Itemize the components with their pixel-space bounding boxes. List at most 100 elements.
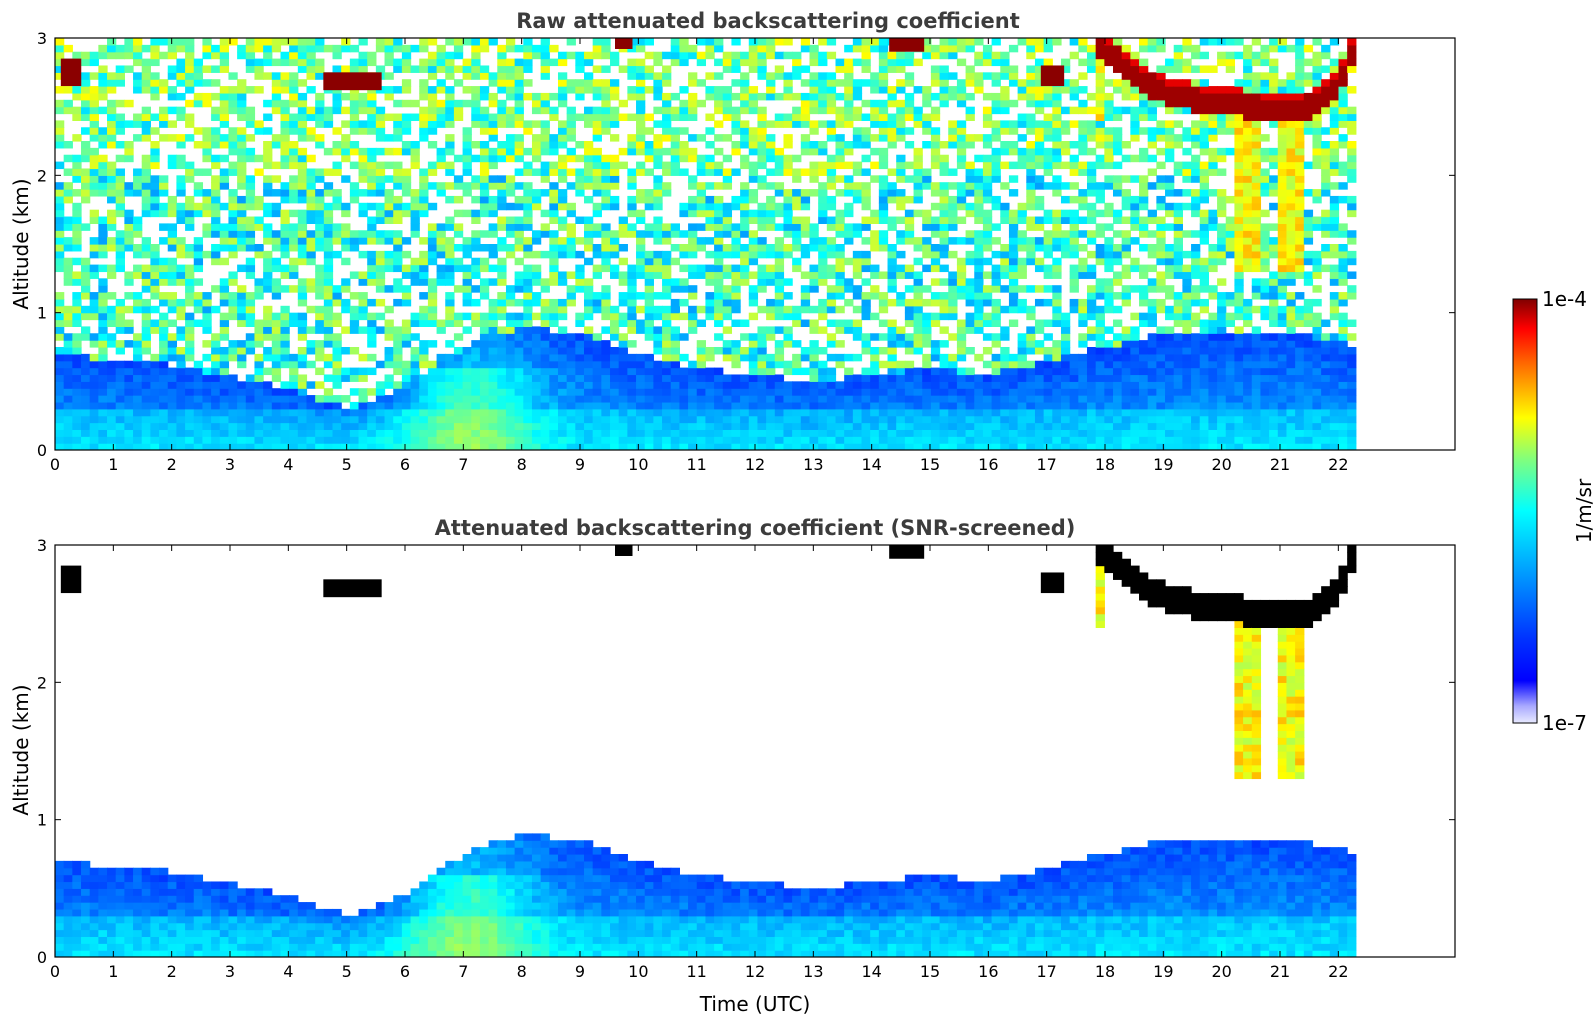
heatmap-cell: [124, 189, 134, 197]
heatmap-cell: [670, 127, 680, 135]
heatmap-cell: [523, 278, 533, 286]
heatmap-cell: [453, 347, 464, 355]
heatmap-cell: [974, 79, 984, 87]
heatmap-cell: [150, 292, 160, 300]
heatmap-cell: [601, 429, 611, 437]
heatmap-cell: [271, 443, 282, 450]
heatmap-cell: [1000, 257, 1010, 266]
heatmap-cell: [584, 415, 594, 424]
heatmap-cell: [601, 244, 611, 252]
heatmap-cell: [479, 154, 490, 163]
heatmap-cell: [185, 202, 195, 211]
heatmap-cell: [913, 195, 923, 204]
heatmap-cell: [896, 79, 906, 87]
heatmap-cell: [1026, 127, 1036, 135]
heatmap-cell: [419, 127, 429, 135]
heatmap-cell: [601, 367, 611, 376]
heatmap-cell: [323, 340, 334, 348]
heatmap-cell: [1000, 422, 1010, 430]
heatmap-cell: [263, 408, 273, 417]
heatmap-cell: [610, 202, 620, 211]
heatmap-cell: [514, 182, 524, 190]
heatmap-cell: [974, 388, 984, 396]
heatmap-cell: [1043, 381, 1053, 389]
heatmap-cell: [237, 408, 247, 417]
heatmap-cell: [228, 422, 238, 430]
heatmap-cell: [289, 154, 299, 163]
heatmap-cell: [566, 333, 576, 341]
heatmap-cell: [1043, 134, 1053, 142]
heatmap-cell: [505, 92, 516, 101]
heatmap-cell: [705, 347, 715, 355]
heatmap-cell: [315, 340, 325, 348]
heatmap-cell: [254, 278, 264, 286]
heatmap-cell: [930, 92, 941, 101]
heatmap-cell: [1034, 340, 1045, 348]
heatmap-cell: [636, 429, 646, 437]
heatmap-cell: [523, 271, 533, 279]
heatmap-cell: [176, 237, 186, 245]
heatmap-cell: [835, 436, 845, 444]
heatmap-cell: [844, 161, 854, 170]
heatmap-cell: [289, 264, 299, 273]
heatmap-cell: [766, 367, 776, 376]
heatmap-cell: [202, 408, 212, 417]
heatmap-cell: [280, 161, 290, 170]
heatmap-cell: [323, 422, 334, 430]
heatmap-cell: [653, 436, 663, 444]
heatmap-cell: [696, 367, 707, 376]
heatmap-cell: [531, 99, 542, 108]
heatmap-cell: [653, 250, 663, 259]
heatmap-cell: [115, 250, 125, 259]
heatmap-cell: [523, 422, 533, 430]
heatmap-cell: [870, 175, 880, 183]
heatmap-cell: [211, 250, 221, 259]
heatmap-cell: [870, 429, 880, 437]
heatmap-cell: [150, 388, 160, 396]
heatmap-cell: [766, 147, 776, 156]
heatmap-cell: [159, 347, 169, 355]
heatmap-cell: [852, 443, 863, 450]
heatmap-cell: [419, 113, 429, 121]
heatmap-cell: [176, 422, 186, 430]
heatmap-cell: [479, 182, 490, 190]
heatmap-cell: [956, 154, 967, 163]
heatmap-cell: [107, 38, 117, 46]
heatmap-cell: [549, 92, 559, 101]
heatmap-cell: [792, 353, 802, 362]
heatmap-cell: [523, 195, 533, 204]
heatmap-cell: [748, 360, 759, 369]
heatmap-cell: [297, 312, 308, 321]
heatmap-cell: [219, 353, 230, 362]
heatmap-cell: [679, 38, 689, 46]
heatmap-cell: [315, 264, 325, 273]
heatmap-cell: [844, 395, 854, 403]
heatmap-cell: [280, 154, 290, 163]
heatmap-cell: [826, 381, 837, 389]
heatmap-cell: [107, 182, 117, 190]
heatmap-cell: [601, 264, 611, 273]
heatmap-cell: [627, 415, 637, 424]
heatmap-cell: [263, 141, 273, 149]
heatmap-cell: [1052, 415, 1062, 424]
heatmap-cell: [965, 278, 975, 286]
heatmap-cell: [922, 86, 932, 94]
heatmap-cell: [557, 51, 568, 60]
heatmap-cell: [384, 230, 394, 238]
heatmap-cell: [844, 374, 854, 382]
heatmap-cell: [211, 285, 221, 293]
heatmap-cell: [462, 99, 472, 108]
heatmap-cell: [375, 415, 386, 424]
heatmap-cell: [930, 312, 941, 321]
heatmap-cell: [280, 326, 290, 334]
heatmap-cell: [202, 189, 212, 197]
heatmap-cell: [427, 65, 438, 73]
heatmap-cell: [792, 92, 802, 101]
heatmap-cell: [263, 271, 273, 279]
heatmap-cell: [271, 202, 282, 211]
heatmap-cell: [141, 360, 151, 369]
heatmap-cell: [228, 92, 238, 101]
heatmap-cell: [98, 44, 108, 53]
heatmap-cell: [505, 436, 516, 444]
heatmap-cell: [930, 79, 941, 87]
